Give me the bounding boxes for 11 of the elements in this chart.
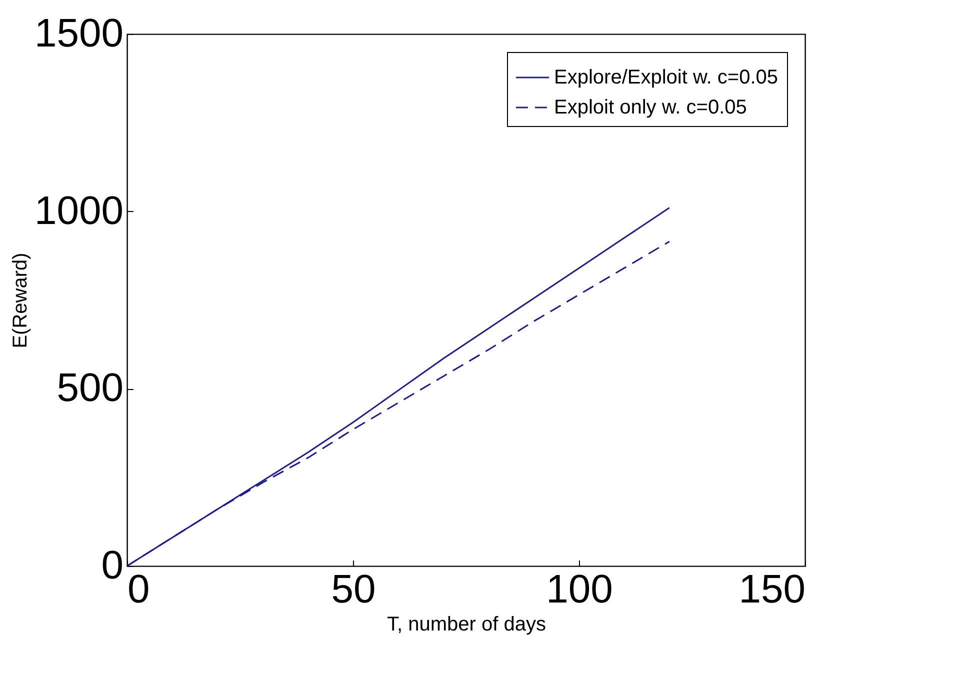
x-tick-label: 100 [546,568,613,612]
x-tick-label: 50 [331,568,376,612]
x-tick-label: 0 [128,568,150,612]
y-tick-label: 1000 [34,188,124,233]
x-axis-title: T, number of days [387,614,546,636]
legend-label: Explore/Exploit w. c=0.05 [554,66,778,88]
y-axis-title: E(Reward) [10,252,32,348]
legend-label: Exploit only w. c=0.05 [554,96,747,118]
x-tick-label: 150 [738,568,806,612]
y-tick-label: 500 [56,366,124,410]
y-tick-label: 1500 [34,12,124,56]
